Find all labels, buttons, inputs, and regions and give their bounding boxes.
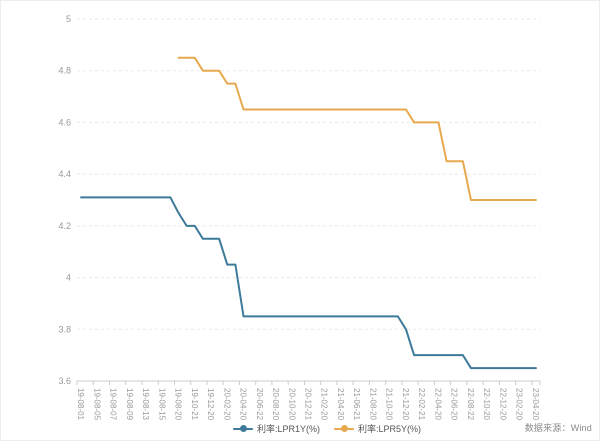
svg-text:21-12-20: 21-12-20 xyxy=(401,388,410,421)
svg-text:19-10-21: 19-10-21 xyxy=(190,388,199,421)
legend-item-lpr1y[interactable]: 利率:LPR1Y(%) xyxy=(233,422,320,435)
line-series-marker-icon xyxy=(233,425,253,432)
svg-text:4.6: 4.6 xyxy=(58,117,71,127)
svg-text:20-02-20: 20-02-20 xyxy=(222,388,231,421)
svg-text:21-08-20: 21-08-20 xyxy=(368,388,377,421)
svg-text:19-08-07: 19-08-07 xyxy=(109,388,118,421)
svg-text:20-10-20: 20-10-20 xyxy=(287,388,296,421)
svg-text:19-08-13: 19-08-13 xyxy=(141,388,150,421)
svg-text:19-12-20: 19-12-20 xyxy=(206,388,215,421)
line-series-marker-icon xyxy=(334,425,355,432)
svg-text:5: 5 xyxy=(66,14,71,24)
svg-text:22-06-20: 22-06-20 xyxy=(450,388,459,421)
svg-text:4: 4 xyxy=(66,273,71,283)
legend-label-lpr1y: 利率:LPR1Y(%) xyxy=(257,424,321,434)
svg-text:20-12-21: 20-12-21 xyxy=(304,388,313,421)
svg-text:4.2: 4.2 xyxy=(58,221,71,231)
svg-text:21-02-20: 21-02-20 xyxy=(320,388,329,421)
svg-text:4.8: 4.8 xyxy=(58,66,71,76)
legend-item-lpr5y[interactable]: 利率:LPR5Y(%) xyxy=(334,422,421,435)
svg-text:20-06-22: 20-06-22 xyxy=(255,388,264,421)
svg-text:22-12-20: 22-12-20 xyxy=(498,388,507,421)
svg-text:19-08-15: 19-08-15 xyxy=(157,388,166,421)
svg-text:21-10-20: 21-10-20 xyxy=(385,388,394,421)
legend: 利率:LPR1Y(%) 利率:LPR5Y(%) xyxy=(233,422,421,435)
svg-text:21-04-20: 21-04-20 xyxy=(336,388,345,421)
svg-text:19-08-20: 19-08-20 xyxy=(174,388,183,421)
svg-text:3.8: 3.8 xyxy=(58,324,71,334)
svg-text:23-02-20: 23-02-20 xyxy=(515,388,524,421)
svg-text:21-06-21: 21-06-21 xyxy=(352,388,361,421)
svg-text:19-08-09: 19-08-09 xyxy=(125,388,134,421)
svg-text:19-08-05: 19-08-05 xyxy=(92,388,101,421)
svg-text:3.6: 3.6 xyxy=(58,376,71,386)
svg-text:4.4: 4.4 xyxy=(58,169,71,179)
legend-label-lpr5y: 利率:LPR5Y(%) xyxy=(358,424,422,434)
svg-text:22-02-21: 22-02-21 xyxy=(417,388,426,421)
svg-text:23-04-20: 23-04-20 xyxy=(531,388,540,421)
svg-text:22-04-20: 22-04-20 xyxy=(433,388,442,421)
svg-text:20-08-20: 20-08-20 xyxy=(271,388,280,421)
svg-text:19-08-01: 19-08-01 xyxy=(76,388,85,421)
data-source-label: 数据来源：Wind xyxy=(524,423,592,433)
svg-text:22-08-22: 22-08-22 xyxy=(466,388,475,421)
svg-text:22-10-20: 22-10-20 xyxy=(482,388,491,421)
svg-text:20-04-20: 20-04-20 xyxy=(239,388,248,421)
